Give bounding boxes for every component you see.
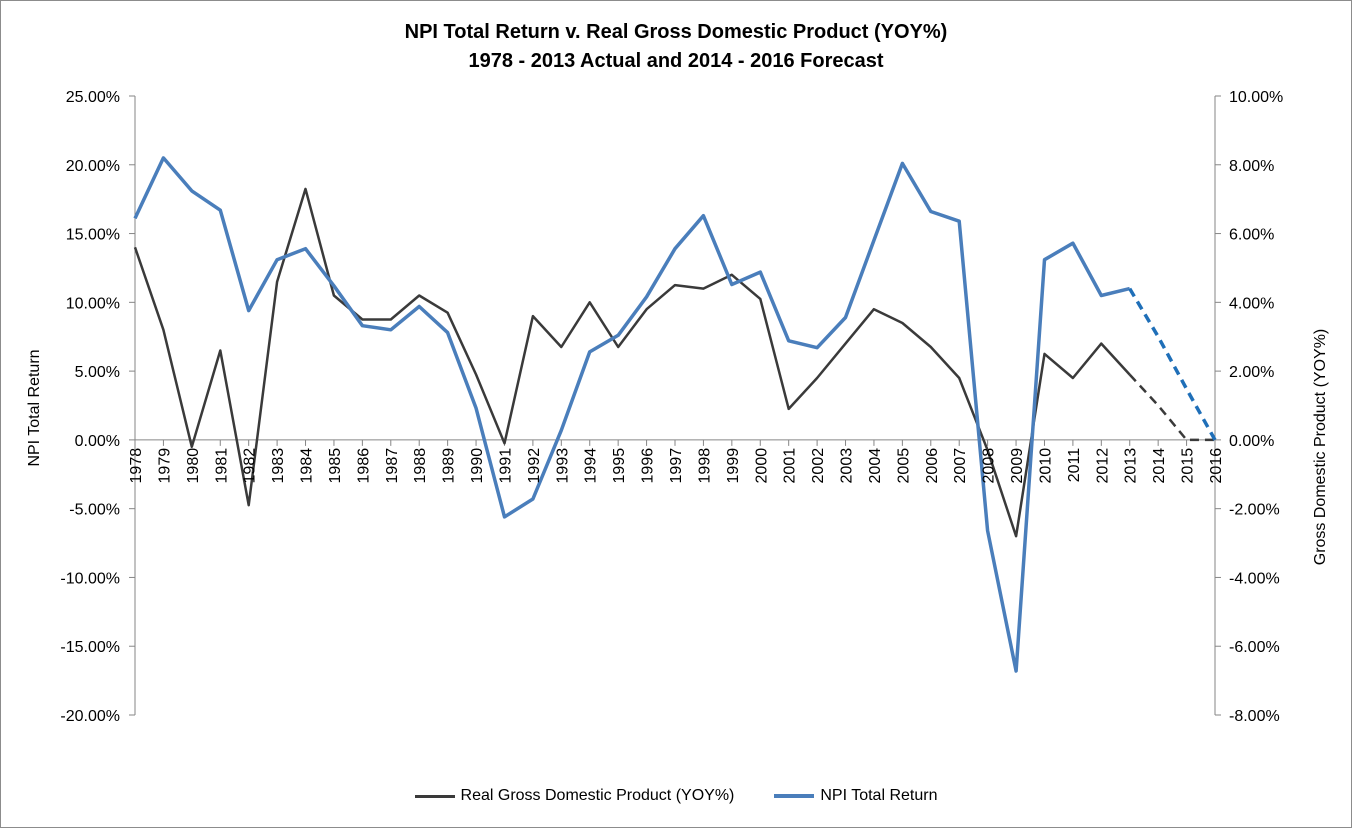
y-left-tick-label: 15.00%	[66, 227, 120, 244]
x-tick-label: 1997	[668, 448, 685, 484]
y-right-tick-label: 10.00%	[1229, 89, 1283, 106]
y-right-tick-label: -4.00%	[1229, 570, 1280, 587]
x-tick-label: 1999	[725, 448, 742, 484]
label-layer: -20.00% -15.00% -10.00% -5.00% 0.00% 5.00% 10.…	[60, 89, 1283, 725]
legend-swatch-gdp	[414, 794, 455, 798]
x-tick-label: 1994	[583, 448, 600, 484]
y-right-tick-label: 2.00%	[1229, 364, 1274, 381]
x-tick-label: 2011	[1066, 448, 1083, 483]
y-right-tick-label: 8.00%	[1229, 158, 1274, 175]
y-right-tick-label: 0.00%	[1229, 433, 1274, 450]
legend-label-gdp: Real Gross Domestic Product (YOY%)	[460, 787, 735, 804]
x-tick-label: 2016	[1208, 448, 1225, 484]
x-tick-label: 2007	[952, 448, 969, 484]
x-tick-label: 1998	[696, 448, 713, 484]
x-tick-label: 2006	[924, 448, 941, 484]
x-tick-label: 1988	[412, 448, 429, 484]
x-tick-label: 1993	[554, 448, 571, 484]
x-tick-label: 1981	[213, 448, 230, 484]
x-tick-label: 1980	[185, 448, 202, 484]
x-tick-label: 2014	[1151, 448, 1168, 484]
y-right-tick-label: 4.00%	[1229, 295, 1274, 312]
x-tick-label: 1979	[156, 448, 173, 484]
x-tick-label: 1992	[526, 448, 543, 484]
y-left-tick-label: -10.00%	[60, 570, 120, 587]
chart-title-line2: 1978 - 2013 Actual and 2014 - 2016 Forec…	[468, 50, 884, 72]
x-tick-label: 1990	[469, 448, 486, 484]
x-tick-label: 1989	[441, 448, 458, 484]
chart-title: NPI Total Return v. Real Gross Domestic …	[0, 18, 1352, 76]
legend: Real Gross Domestic Product (YOY%) NPI T…	[0, 784, 1352, 808]
x-tick-label: 2005	[895, 448, 912, 484]
series-forecast-line-gdp	[1128, 373, 1215, 442]
y-left-axis-title: NPI Total Return	[26, 349, 43, 466]
x-tick-label: 1986	[355, 448, 372, 484]
x-tick-label: 1983	[270, 448, 287, 484]
series-layer	[133, 156, 1217, 673]
y-left-tick-label: 0.00%	[75, 433, 120, 450]
y-left-tick-label: 10.00%	[66, 295, 120, 312]
x-tick-label: 1978	[128, 448, 145, 484]
x-tick-label: 1984	[299, 448, 316, 484]
legend-label-npi: NPI Total Return	[820, 787, 938, 804]
legend-swatch-npi	[774, 794, 815, 798]
y-left-tick-label: -5.00%	[69, 502, 120, 519]
x-tick-label: 2003	[839, 448, 856, 484]
y-right-tick-label: -6.00%	[1229, 639, 1280, 656]
x-tick-label: 2001	[782, 448, 799, 484]
x-tick-label: 2012	[1094, 448, 1111, 484]
y-right-tick-label: 6.00%	[1229, 227, 1274, 244]
x-tick-label: 2010	[1037, 448, 1054, 484]
x-tick-label: 1985	[327, 448, 344, 484]
x-tick-label: 2002	[810, 448, 827, 484]
x-tick-label: 2004	[867, 448, 884, 484]
y-right-tick-label: -8.00%	[1229, 708, 1280, 725]
x-tick-label: 2008	[981, 448, 998, 484]
axes-layer	[129, 95, 1221, 716]
chart-title-line1: NPI Total Return v. Real Gross Domestic …	[404, 21, 948, 43]
series-line-gdp	[133, 187, 1131, 538]
y-left-tick-label: -20.00%	[60, 708, 120, 725]
y-left-tick-label: -15.00%	[60, 639, 120, 656]
x-tick-label: 2013	[1123, 448, 1140, 484]
y-right-tick-label: -2.00%	[1229, 502, 1280, 519]
x-tick-label: 1987	[384, 448, 401, 484]
x-tick-label: 2015	[1180, 448, 1197, 484]
x-tick-label: 1982	[242, 448, 259, 484]
y-left-tick-label: 25.00%	[66, 89, 120, 106]
x-tick-label: 1996	[640, 448, 657, 484]
series-forecast-line-npi	[1128, 287, 1217, 441]
legend-item-gdp: Real Gross Domestic Product (YOY%)	[414, 787, 735, 805]
y-right-axis-title: Gross Domestic Product (YOY%)	[1312, 329, 1329, 566]
series-line-npi	[133, 156, 1131, 673]
x-tick-label: 2009	[1009, 448, 1026, 484]
y-left-tick-label: 5.00%	[75, 364, 120, 381]
x-tick-label: 2000	[753, 448, 770, 484]
legend-item-npi: NPI Total Return	[774, 787, 937, 805]
x-tick-label: 1995	[611, 448, 628, 484]
y-left-tick-label: 20.00%	[66, 158, 120, 175]
x-tick-label: 1991	[497, 448, 514, 484]
